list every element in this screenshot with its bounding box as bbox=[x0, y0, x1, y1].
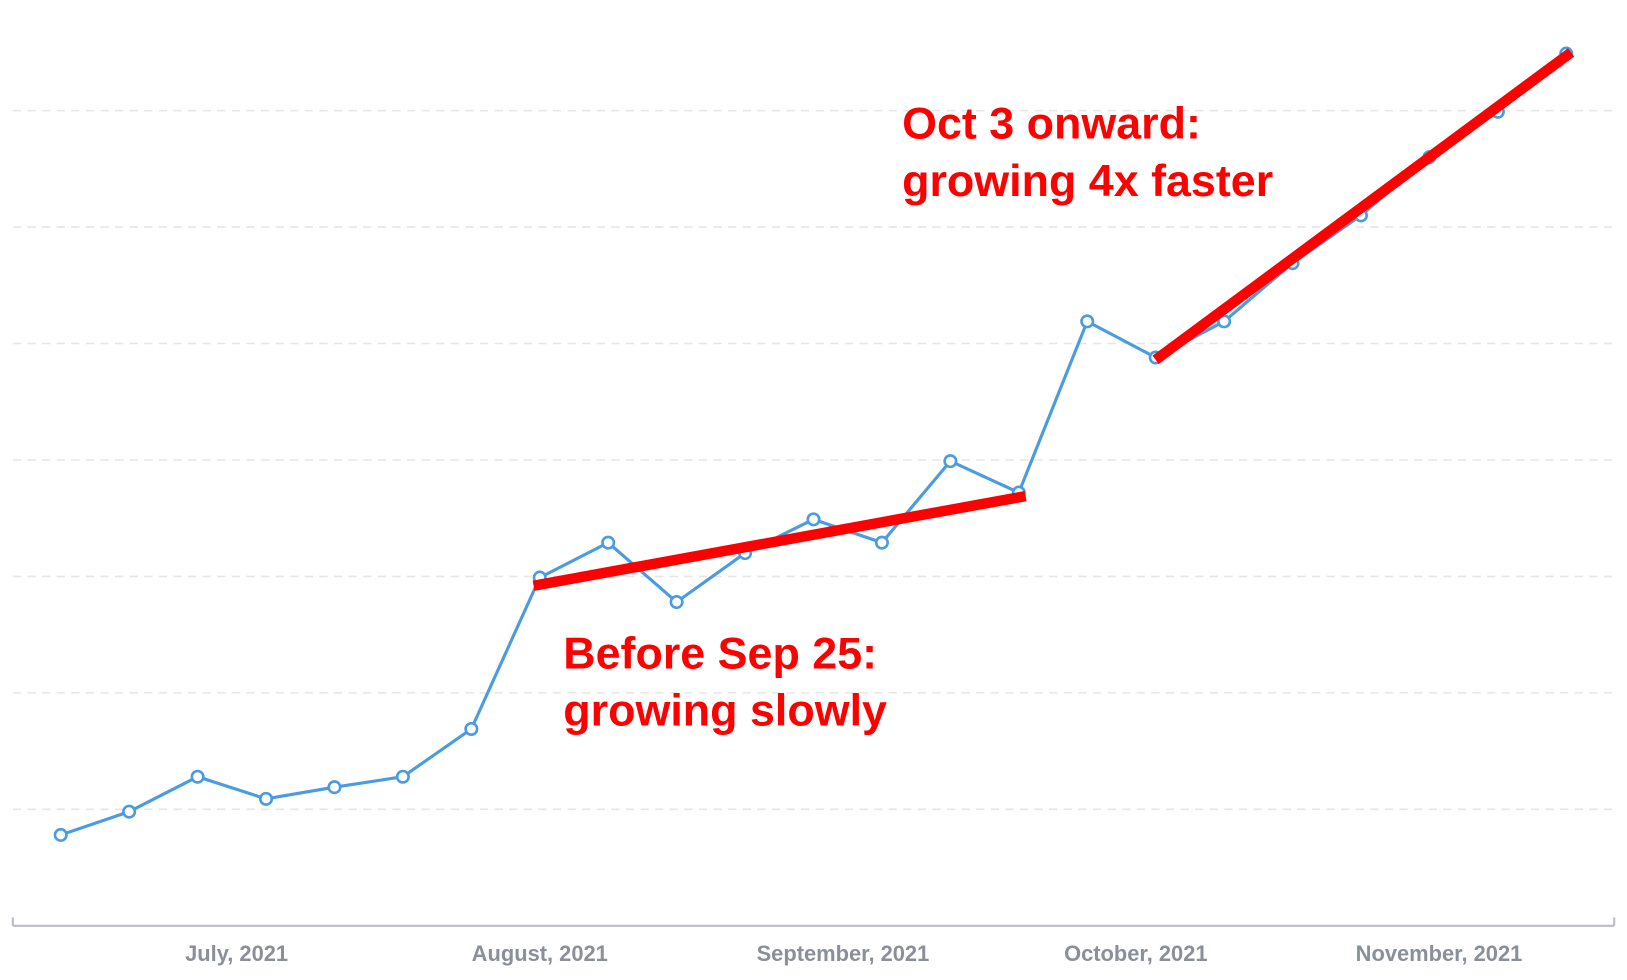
data-point bbox=[395, 769, 410, 784]
x-tick-label: October, 2021 bbox=[1064, 941, 1207, 966]
annotation: Oct 3 onward: bbox=[902, 99, 1201, 149]
data-point bbox=[190, 769, 205, 784]
x-tick-label: September, 2021 bbox=[757, 941, 930, 966]
trend-line bbox=[1152, 48, 1575, 365]
x-tick-label: August, 2021 bbox=[472, 941, 608, 966]
data-point bbox=[258, 791, 274, 806]
trend-line bbox=[532, 490, 1027, 591]
data-point bbox=[874, 535, 889, 550]
annotation: growing 4x faster bbox=[902, 156, 1273, 206]
x-tick-label: July, 2021 bbox=[185, 941, 288, 966]
annotation: Before Sep 25: bbox=[563, 628, 877, 678]
data-point bbox=[122, 804, 137, 819]
data-point bbox=[806, 512, 821, 527]
x-tick-label: November, 2021 bbox=[1356, 941, 1523, 966]
annotation: growing slowly bbox=[563, 686, 887, 736]
data-point bbox=[1080, 314, 1095, 329]
data-point bbox=[53, 827, 68, 842]
data-point bbox=[943, 454, 958, 469]
data-point bbox=[669, 595, 684, 610]
data-point bbox=[327, 780, 342, 795]
data-point bbox=[601, 535, 616, 550]
data-point bbox=[464, 721, 479, 737]
